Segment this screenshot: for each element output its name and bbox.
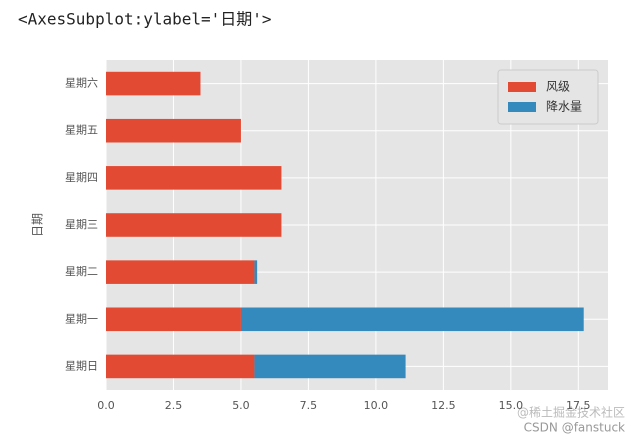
bar [106,71,201,96]
y-tick-label: 星期三 [65,218,98,231]
x-tick-label: 7.5 [300,399,318,412]
bar [240,307,584,332]
legend-label: 降水量 [546,100,582,114]
y-tick-label: 星期日 [65,359,98,372]
legend-swatch [508,102,536,112]
bar [106,260,255,284]
x-tick-label: 2.5 [165,399,183,412]
y-tick-label: 星期二 [65,265,98,278]
bar [254,260,258,284]
x-tick-label: 5.0 [232,399,250,412]
bar [106,307,241,332]
y-axis-label: 日期 [31,213,45,237]
x-tick-label: 17.5 [566,399,591,412]
x-tick-label: 10.0 [364,399,389,412]
x-tick-label: 15.0 [499,399,524,412]
y-tick-label: 星期四 [65,171,98,184]
output-label: <AxesSubplot:ylabel='日期'> [18,10,272,29]
bar [106,118,241,143]
legend-box [497,69,599,125]
x-tick-label: 12.5 [431,399,456,412]
legend-swatch [508,82,536,92]
bar [106,166,282,190]
bar [106,354,255,379]
watermark: @稀土掘金技术社区 [517,405,625,420]
legend-label: 风级 [546,80,570,94]
bar [106,213,282,237]
watermark: CSDN @fanstuck [524,421,625,435]
bar [254,354,406,379]
y-tick-label: 星期一 [65,312,98,325]
x-tick-label: 0.0 [97,399,115,412]
y-tick-label: 星期五 [65,124,98,137]
y-tick-label: 星期六 [65,77,98,90]
